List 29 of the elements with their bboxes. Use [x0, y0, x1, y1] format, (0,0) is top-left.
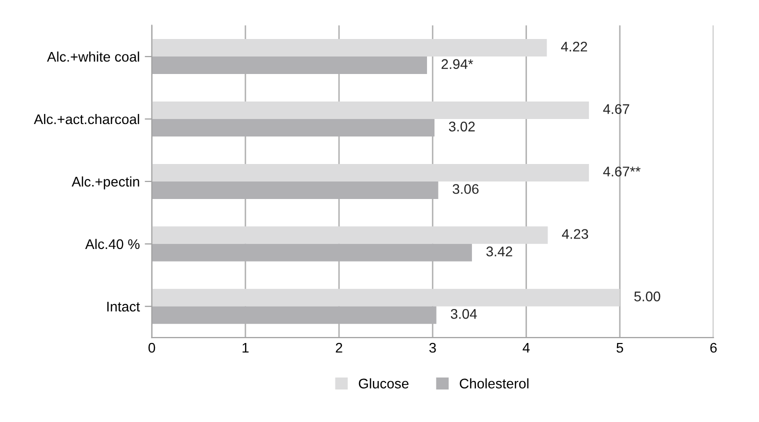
- y-tick-label: Alc.+act.charcoal: [34, 114, 140, 124]
- y-tick-label: Alc.+white coal: [47, 52, 140, 62]
- data-label: 3.42: [486, 246, 512, 256]
- legend-label: Glucose: [358, 378, 408, 388]
- legend-label: Cholesterol: [460, 378, 528, 388]
- bar: [152, 102, 589, 120]
- data-label: 4.67: [603, 104, 630, 114]
- y-tick-label: Alc.40 %: [85, 238, 140, 250]
- data-label: 2.94*: [442, 59, 474, 70]
- x-tick-label: 6: [710, 342, 717, 353]
- bar: [152, 226, 548, 244]
- data-label: 3.04: [450, 309, 477, 319]
- x-tick-label: 3: [429, 342, 436, 353]
- data-label: 3.02: [448, 122, 475, 132]
- data-label: 5.00: [634, 292, 660, 302]
- x-tick-label: 0: [148, 342, 156, 353]
- data-label: 4.23: [562, 229, 588, 239]
- y-tick-label: Intact: [107, 302, 140, 312]
- x-tick-label: 2: [336, 342, 342, 353]
- bar: [152, 39, 547, 57]
- bar: [152, 288, 620, 306]
- x-tick-label: 4: [522, 342, 530, 353]
- bar: [152, 164, 589, 182]
- x-tick-label: 1: [242, 342, 249, 353]
- data-label: 3.06: [452, 184, 479, 194]
- x-tick-label: 5: [616, 342, 624, 353]
- data-label: 4.67**: [603, 166, 640, 176]
- y-tick-label: Alc.+pectin: [72, 176, 140, 190]
- data-label: 4.22: [561, 42, 588, 52]
